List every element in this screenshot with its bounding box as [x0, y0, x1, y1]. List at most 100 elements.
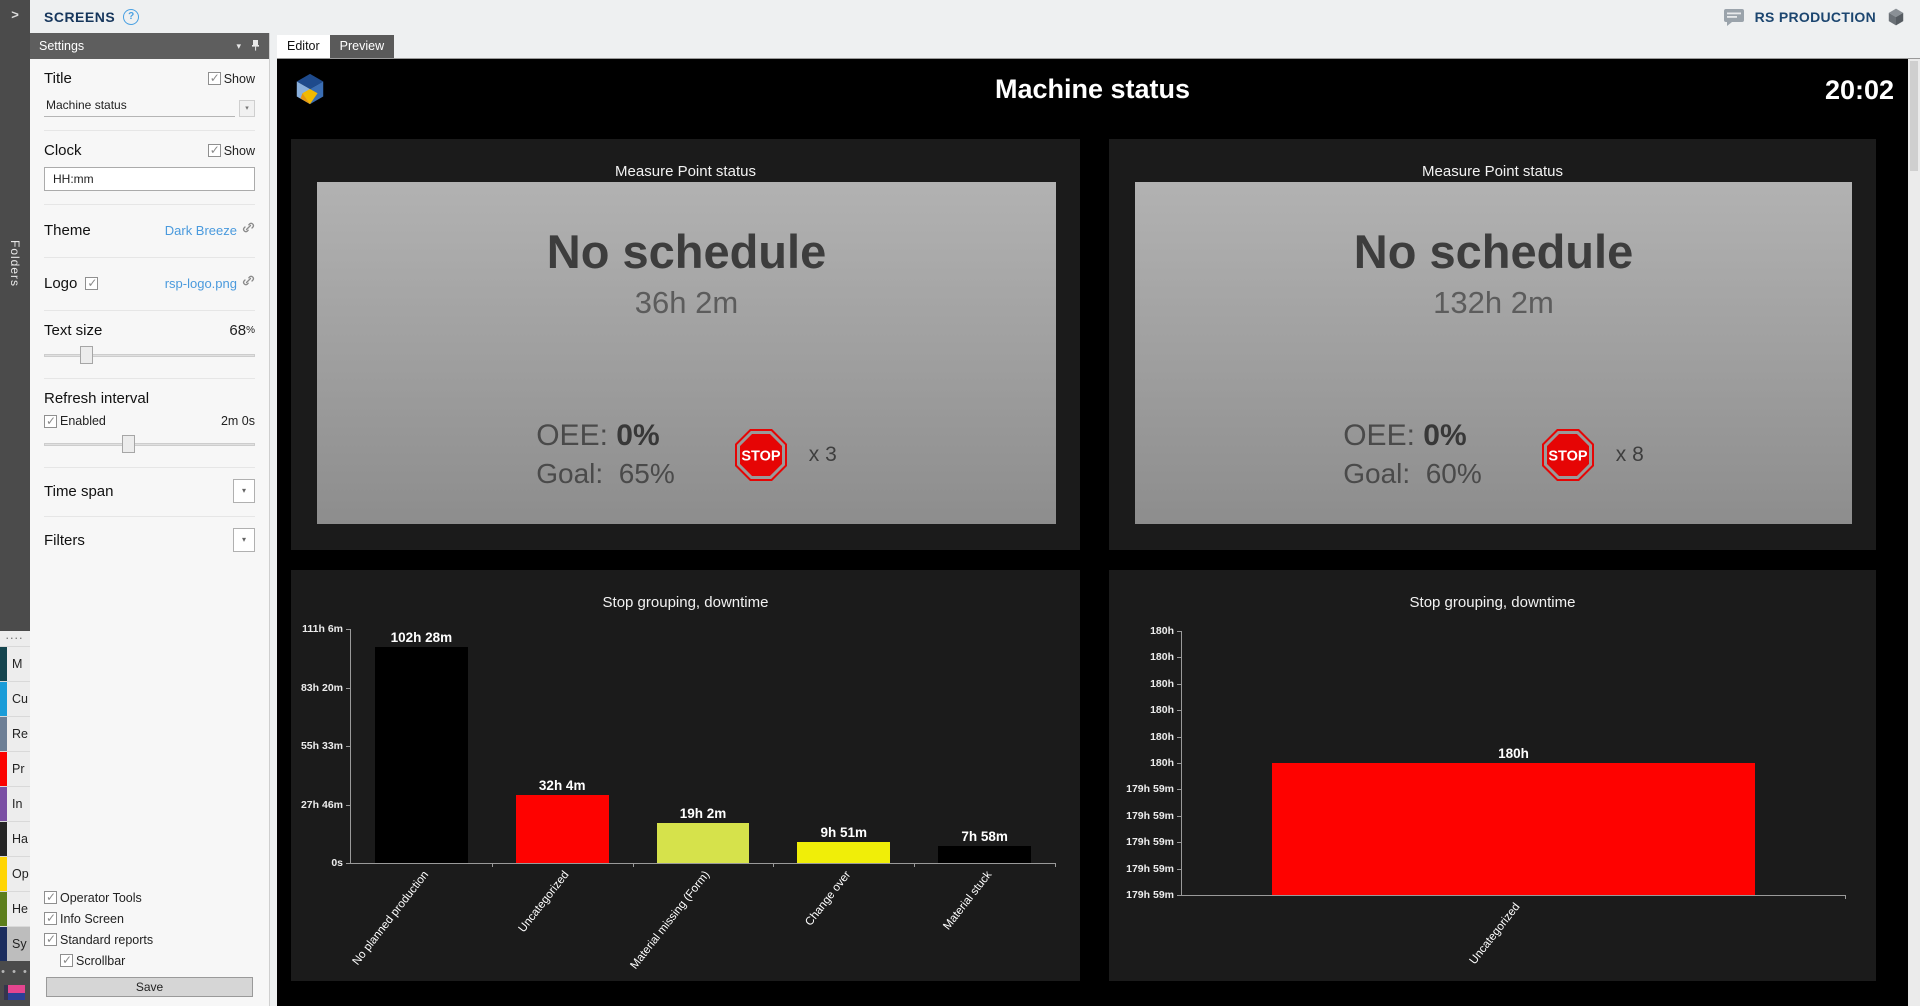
- title-section: Title Show Machine status ▾: [44, 59, 255, 130]
- y-axis-tick-label: 111h 6m: [302, 623, 343, 635]
- sidebar-item-m[interactable]: M: [0, 646, 30, 681]
- logo-link-icon[interactable]: [242, 274, 255, 292]
- filters-dropdown-button[interactable]: ▾: [233, 528, 255, 552]
- status-box: No schedule 36h 2m OEE: 0% Goal: 65% STO…: [317, 182, 1056, 524]
- clock-format-input[interactable]: HH:mm: [44, 167, 255, 191]
- screen-title: Machine status: [994, 74, 1191, 104]
- slider-track: [44, 354, 255, 357]
- topbar: SCREENS ? RS PRODUCTION: [30, 0, 1920, 33]
- bar-value-label: 7h 58m: [961, 829, 1008, 845]
- operator-tools-checkbox[interactable]: [44, 890, 57, 904]
- y-axis-tick-label: 179h 59m: [1126, 889, 1174, 901]
- rail-overflow-button[interactable]: • • •: [1, 966, 29, 978]
- time-span-dropdown-button[interactable]: ▾: [233, 479, 255, 503]
- theme-link-icon[interactable]: [242, 221, 255, 239]
- refresh-interval-slider[interactable]: [44, 434, 255, 454]
- bar-no-planned-production: 102h 28m: [374, 630, 468, 863]
- status-duration: 36h 2m: [634, 285, 739, 320]
- goal-value: 60%: [1425, 458, 1482, 489]
- module-color-bar: [0, 647, 7, 681]
- time-span-label: Time span: [44, 482, 114, 500]
- text-size-label: Text size: [44, 322, 103, 339]
- pin-icon[interactable]: [251, 39, 260, 53]
- y-axis-tick: [1177, 763, 1182, 764]
- sidebar-item-he[interactable]: He: [0, 891, 30, 926]
- language-flag-icon[interactable]: [4, 985, 25, 1000]
- clock-show-checkbox[interactable]: [207, 143, 221, 157]
- bar-uncategorized: 180h: [1271, 746, 1756, 895]
- scrollbar-thumb[interactable]: [1910, 61, 1918, 171]
- module-color-bar: [0, 682, 7, 716]
- tab-editor[interactable]: Editor: [277, 35, 330, 58]
- main-area: Editor Preview Machine status 20:02 Meas…: [270, 33, 1920, 1006]
- tab-bar: Editor Preview: [270, 33, 1920, 58]
- y-axis-tick-label: 83h 20m: [300, 681, 343, 694]
- sidebar-item-ha[interactable]: Ha: [0, 821, 30, 856]
- oee-block: OEE: 0% Goal: 60%: [1343, 419, 1482, 490]
- sidebar-item-sy[interactable]: Sy: [0, 926, 30, 961]
- refresh-slider-thumb[interactable]: [122, 435, 136, 453]
- standard-reports-checkbox[interactable]: [44, 932, 57, 946]
- bar-value-label: 9h 51m: [820, 825, 868, 841]
- module-color-bar: [0, 927, 7, 961]
- theme-section: Theme Dark Breeze: [44, 204, 255, 257]
- slider-track: [44, 443, 255, 446]
- title-show-checkbox[interactable]: [207, 71, 221, 85]
- y-axis-tick-label: 180h: [1150, 757, 1174, 769]
- sidebar-item-pr[interactable]: Pr: [0, 751, 30, 786]
- bar-value-label: 19h 2m: [679, 805, 727, 821]
- clock-show-label: Show: [223, 143, 255, 158]
- y-axis-tick-label: 179h 59m: [1126, 836, 1174, 849]
- settings-panel-header: Settings ▾: [30, 33, 269, 59]
- scrollbar-checkbox[interactable]: [60, 953, 73, 967]
- text-size-value: 68: [229, 322, 247, 339]
- clock-label: Clock: [44, 142, 82, 159]
- title-dropdown-button[interactable]: ▾: [239, 100, 255, 117]
- refresh-interval-value: 2m 0s: [220, 414, 255, 428]
- logo-link[interactable]: rsp-logo.png: [164, 275, 237, 291]
- text-size-slider-thumb[interactable]: [79, 346, 93, 364]
- bar-value-label: 102h 28m: [390, 630, 453, 646]
- y-axis-tick-label: 0s: [331, 857, 343, 869]
- expand-panel-chevron-icon[interactable]: >: [11, 7, 19, 22]
- toggle-row: Scrollbar: [44, 950, 255, 971]
- sidebar-item-op[interactable]: Op: [0, 856, 30, 891]
- screen-canvas: Machine status 20:02 Measure Point statu…: [277, 58, 1920, 1006]
- oee-label: OEE:: [1343, 419, 1415, 452]
- bar-value-label: 180h: [1498, 746, 1529, 761]
- theme-link[interactable]: Dark Breeze: [164, 222, 237, 238]
- sidebar-item-cu[interactable]: Cu: [0, 681, 30, 716]
- feedback-chat-icon[interactable]: [1723, 8, 1745, 26]
- save-button[interactable]: Save: [46, 977, 253, 997]
- y-axis-tick-label: 180h: [1150, 677, 1174, 690]
- status-box: No schedule 132h 2m OEE: 0% Goal: 60% ST…: [1135, 182, 1852, 524]
- refresh-enabled-checkbox[interactable]: [44, 414, 57, 428]
- help-icon[interactable]: ?: [123, 8, 140, 25]
- x-axis-tick: [773, 863, 775, 867]
- module-label: Sy: [12, 937, 27, 951]
- rsp-logo-icon: [296, 73, 324, 105]
- y-axis-tick: [346, 629, 351, 630]
- module-label: Op: [12, 867, 29, 881]
- brand-label: RS PRODUCTION: [1754, 8, 1876, 25]
- title-input[interactable]: Machine status: [44, 96, 235, 117]
- status-duration: 132h 2m: [1433, 285, 1554, 320]
- sidebar-item-re[interactable]: Re: [0, 716, 30, 751]
- category-label-text: Material stuck: [940, 869, 995, 933]
- brand-cube-icon[interactable]: [1886, 7, 1906, 27]
- tab-preview[interactable]: Preview: [329, 35, 395, 58]
- canvas-scrollbar[interactable]: [1908, 59, 1920, 1006]
- module-label: Pr: [12, 762, 25, 776]
- module-label: In: [12, 797, 23, 811]
- info-screen-checkbox[interactable]: [44, 911, 57, 925]
- title-label: Title: [44, 70, 72, 87]
- sidebar-item-in[interactable]: In: [0, 786, 30, 821]
- logo-checkbox[interactable]: [85, 276, 99, 290]
- y-axis-tick: [1177, 683, 1182, 685]
- folders-tab[interactable]: Folders: [8, 240, 22, 288]
- rail-grip-handle[interactable]: ....: [0, 631, 30, 646]
- panel-menu-chevron-icon[interactable]: ▾: [236, 40, 241, 51]
- filters-label: Filters: [44, 531, 85, 549]
- text-size-slider[interactable]: [44, 345, 255, 365]
- toggle-label: Standard reports: [60, 932, 154, 947]
